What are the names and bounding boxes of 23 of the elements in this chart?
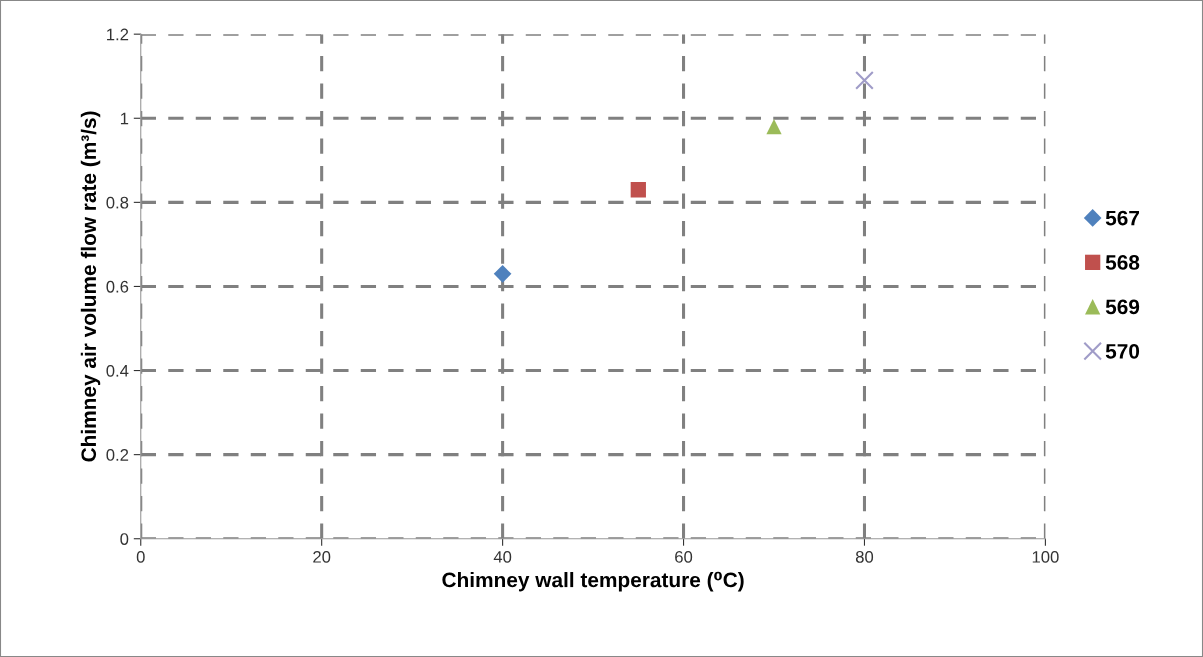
legend-label: 570 [1105,343,1140,359]
x-tick-label: 0 [136,550,145,563]
x-tick-label: 40 [493,550,512,563]
x-tick-label: 100 [1032,550,1059,563]
point [766,119,782,135]
y-axis-title: Chimney air volume flow rate (m³/s) [80,111,101,462]
point [630,182,646,198]
x-axis-title: Chimney wall temperature (⁰C) [442,571,744,592]
y-tick-label: 1.2 [107,28,129,41]
x-tick-label: 60 [675,550,693,563]
y-tick-label: 0.6 [106,280,129,293]
point [493,265,512,283]
y-tick-label: 0 [120,533,129,545]
point [855,71,874,90]
y-tick-label: 0.2 [106,449,129,461]
legend-label: 568 [1105,255,1140,270]
legend-label: 567 [1105,210,1140,226]
y-tick-label: 0.4 [106,364,129,377]
y-tick-label: 1 [120,112,129,125]
x-tick-label: 80 [855,550,874,563]
x-tick-label: 20 [313,550,331,563]
legend-label: 569 [1105,299,1140,315]
y-tick-label: 0.8 [106,196,129,209]
